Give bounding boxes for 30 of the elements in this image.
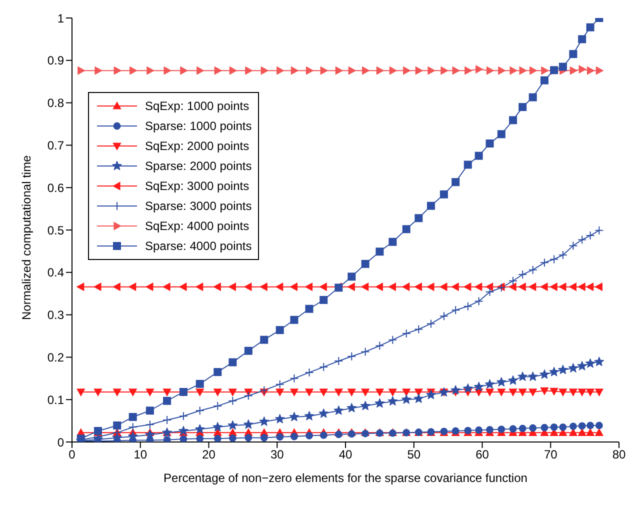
legend-label: SqExp: 2000 points <box>145 139 250 153</box>
x-tick-label: 80 <box>612 448 626 462</box>
legend-label: Sparse: 4000 points <box>145 239 252 253</box>
y-tick-label: 0.4 <box>47 266 64 280</box>
y-tick-label: 0.5 <box>47 223 64 238</box>
y-tick-label: 0.6 <box>47 180 64 195</box>
x-tick-label: 20 <box>202 448 216 462</box>
x-tick-label: 0 <box>68 448 76 462</box>
y-tick-label: 0.7 <box>47 138 64 152</box>
x-tick-label: 40 <box>338 448 352 462</box>
y-tick-label: 0.9 <box>47 54 64 68</box>
x-tick-label: 70 <box>544 448 558 462</box>
y-tick-label: 0.3 <box>47 308 64 322</box>
y-tick-label: 0 <box>57 435 64 450</box>
y-axis-title: Normalized computational time <box>19 154 34 320</box>
x-tick-label: 10 <box>134 448 148 462</box>
y-tick-label: 0.8 <box>47 96 64 110</box>
x-tick-label: 50 <box>407 448 421 462</box>
legend-label: Sparse: 2000 points <box>145 159 252 173</box>
legend-label: SqExp: 1000 points <box>145 99 250 113</box>
y-tick-label: 0.2 <box>47 350 64 364</box>
legend-label: Sparse: 1000 points <box>145 119 252 133</box>
legend-label: SqExp: 4000 points <box>145 219 250 233</box>
x-tick-label: 60 <box>476 448 490 462</box>
legend-label: SqExp: 3000 points <box>145 179 250 193</box>
y-tick-label: 0.1 <box>47 392 64 407</box>
legend-label: Sparse: 3000 points <box>145 199 252 213</box>
x-tick-label: 30 <box>270 448 284 462</box>
y-tick-label: 1 <box>57 11 64 26</box>
x-axis-title: Percentage of non−zero elements for the sparse covariance function <box>164 471 528 485</box>
